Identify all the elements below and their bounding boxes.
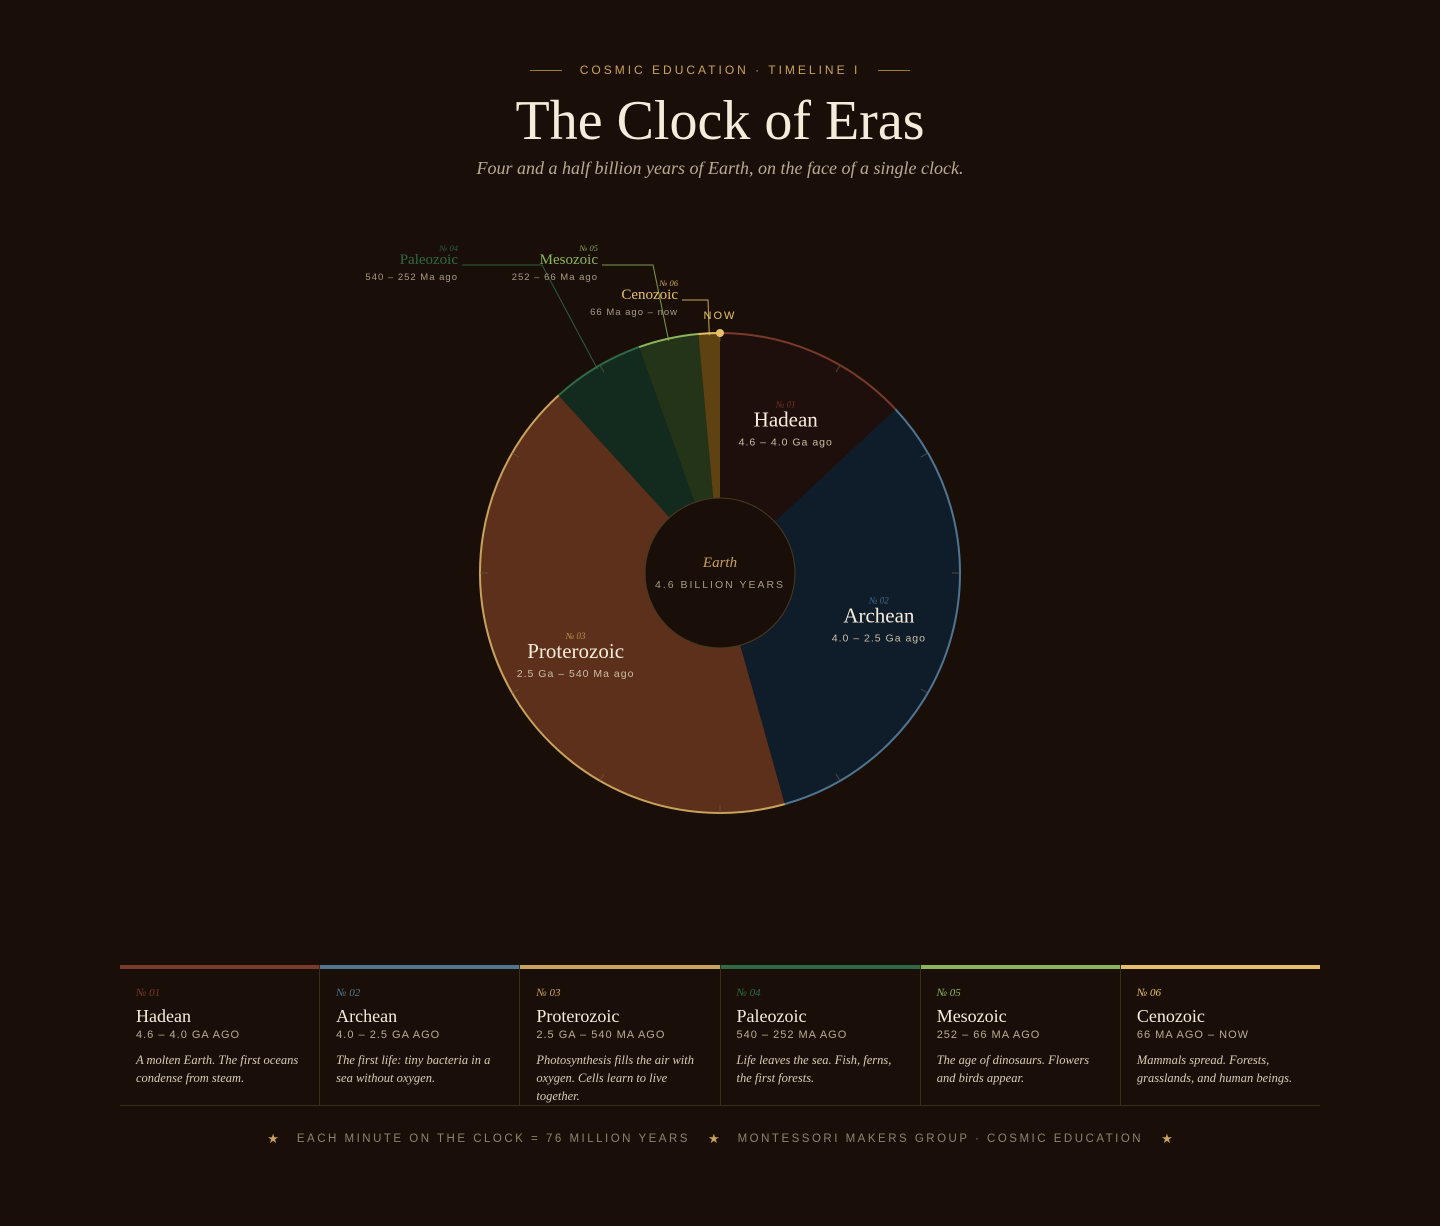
callout-line	[602, 264, 670, 341]
card-description: Life leaves the sea. Fish, ferns, the fi…	[736, 1053, 892, 1085]
hour-tick	[511, 688, 520, 694]
eyebrow-text: COSMIC EDUCATION · TIMELINE I	[579, 63, 861, 77]
callout-line	[682, 299, 710, 336]
eyebrow-rule-left	[529, 69, 562, 71]
card-number: № 04	[736, 987, 761, 999]
era-label: Paleozoic	[400, 252, 459, 268]
card-range: 2.5 GA – 540 MA AGO	[536, 1029, 666, 1041]
era-number: № 02	[868, 596, 889, 606]
era-number: № 04	[438, 243, 458, 253]
card-description: Photosynthesis fills the air with oxygen…	[536, 1053, 694, 1103]
card-range: 252 – 66 MA AGO	[936, 1029, 1041, 1041]
era-range: 4.0 – 2.5 Ga ago	[832, 633, 926, 645]
star-icon: ★	[707, 1131, 720, 1146]
now-marker	[716, 329, 724, 337]
card-title: Archean	[336, 1006, 398, 1026]
era-number: № 05	[578, 243, 598, 253]
card-number: № 03	[536, 987, 561, 999]
era-range: 66 Ma ago – now	[590, 307, 678, 318]
card-number: № 02	[336, 987, 361, 999]
callout-line	[462, 264, 598, 370]
now-label: NOW	[704, 310, 737, 322]
era-label: Archean	[843, 604, 915, 628]
era-card: № 03 Proterozoic 2.5 GA – 540 MA AGO Photos…	[520, 965, 721, 1105]
era-card: № 02 Archean 4.0 – 2.5 GA AGO The first lif…	[320, 965, 521, 1105]
card-title: Proterozoic	[536, 1006, 620, 1026]
era-cards: № 01 Hadean 4.6 – 4.0 GA AGO A molten Earth…	[120, 965, 1321, 1106]
center-sublabel: 4.6 BILLION YEARS	[655, 579, 785, 591]
card-range: 540 – 252 MA AGO	[736, 1029, 848, 1041]
star-icon: ★	[1161, 1131, 1173, 1146]
center-disc	[644, 497, 796, 649]
page-subtitle: Four and a half billion years of Earth, …	[476, 158, 964, 178]
era-number: № 01	[775, 400, 796, 410]
card-description: Mammals spread. Forests, grasslands, and…	[1136, 1053, 1293, 1085]
hour-tick	[920, 452, 929, 458]
footer-scale-note: EACH MINUTE ON THE CLOCK = 76 MILLION YE…	[296, 1133, 690, 1145]
page-title: The Clock of Eras	[515, 90, 925, 152]
card-number: № 06	[1136, 987, 1161, 999]
eyebrow-rule-right	[878, 69, 911, 71]
card-description: The age of dinosaurs. Flowers and birds …	[936, 1053, 1090, 1085]
era-label: Proterozoic	[527, 639, 624, 663]
card-range: 4.0 – 2.5 GA AGO	[336, 1029, 441, 1041]
era-card: № 01 Hadean 4.6 – 4.0 GA AGO A molten Earth…	[120, 965, 321, 1105]
center-label: Earth	[702, 555, 737, 571]
wedge-archean	[720, 409, 961, 805]
era-label: Mesozoic	[540, 252, 599, 268]
card-range: 4.6 – 4.0 GA AGO	[136, 1029, 241, 1041]
wedge-proterozoic	[479, 395, 785, 813]
card-color-bar	[1120, 965, 1321, 969]
hour-tick	[835, 364, 841, 373]
era-label: Hadean	[754, 408, 819, 432]
era-number: № 06	[658, 278, 678, 288]
hour-tick	[599, 773, 605, 782]
hour-tick	[835, 773, 841, 782]
era-card: № 06 Cenozoic 66 MA AGO – NOW Mammals sprea…	[1120, 965, 1321, 1105]
card-range: 66 MA AGO – NOW	[1136, 1029, 1250, 1041]
era-label: Cenozoic	[621, 287, 678, 303]
hour-tick	[920, 688, 929, 694]
eyebrow: COSMIC EDUCATION · TIMELINE I	[0, 63, 1440, 77]
footer-credit: MONTESSORI MAKERS GROUP · COSMIC EDUCATI…	[737, 1133, 1144, 1145]
era-range: 4.6 – 4.0 Ga ago	[739, 437, 833, 449]
card-description: A molten Earth. The first oceans condens…	[136, 1053, 299, 1085]
star-icon: ★	[267, 1131, 279, 1146]
card-title: Cenozoic	[1136, 1006, 1205, 1026]
card-color-bar	[720, 965, 920, 969]
hour-tick	[511, 452, 520, 458]
card-description: The first life: tiny bacteria in a sea w…	[336, 1053, 491, 1085]
card-title: Mesozoic	[936, 1006, 1007, 1026]
card-color-bar	[120, 965, 320, 969]
hour-tick	[599, 364, 605, 373]
era-card: № 05 Mesozoic 252 – 66 MA AGO The age of di…	[920, 965, 1121, 1105]
card-number: № 05	[936, 987, 961, 999]
card-title: Paleozoic	[736, 1006, 807, 1026]
card-title: Hadean	[136, 1006, 191, 1026]
card-color-bar	[320, 965, 520, 969]
card-color-bar	[520, 965, 720, 969]
era-range: 252 – 66 Ma ago	[512, 272, 598, 283]
era-number: № 03	[565, 631, 586, 641]
era-card: № 04 Paleozoic 540 – 252 MA AGO Life leaves…	[720, 965, 921, 1105]
arc-proterozoic	[479, 394, 786, 814]
card-color-bar	[920, 965, 1120, 969]
arc-hadean	[719, 332, 897, 410]
card-number: № 01	[136, 987, 161, 999]
footer: ★ EACH MINUTE ON THE CLOCK = 76 MILLION …	[0, 1131, 1440, 1147]
arc-archean	[784, 408, 961, 806]
era-range: 540 – 252 Ma ago	[365, 272, 458, 283]
era-range: 2.5 Ga – 540 Ma ago	[517, 668, 635, 680]
